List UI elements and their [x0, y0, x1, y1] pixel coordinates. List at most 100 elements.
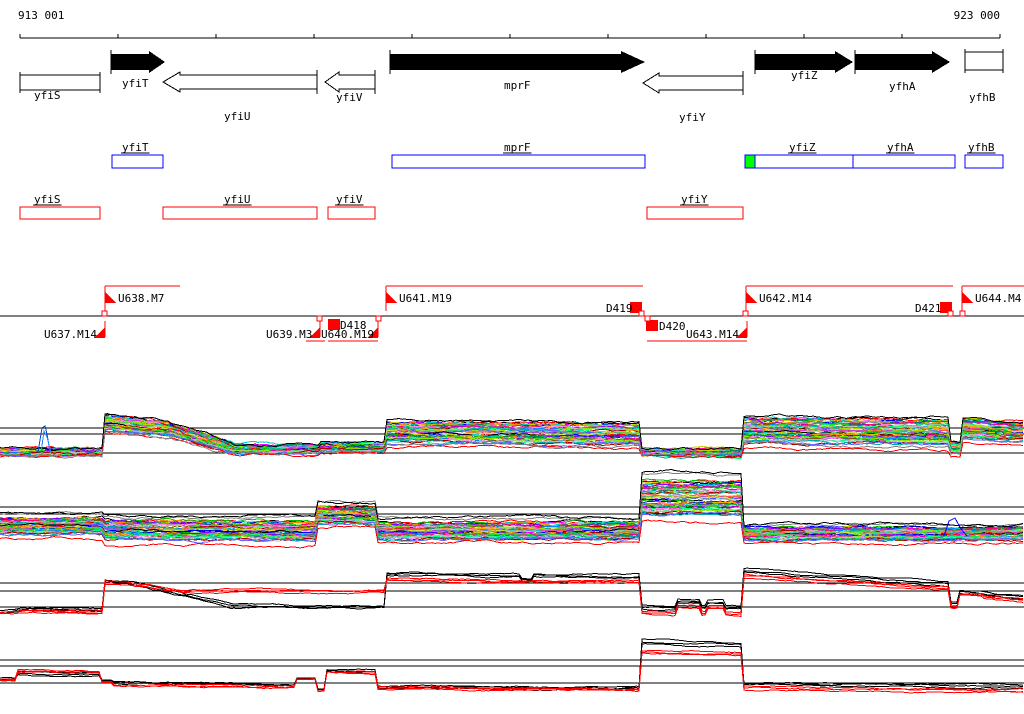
red-box-label-yfiS: yfiS	[34, 193, 61, 206]
gene-yfiS-label: yfiS	[34, 89, 61, 102]
trace	[0, 430, 1024, 458]
blue-box-label-yfiZ: yfiZ	[789, 141, 816, 154]
trace	[0, 573, 1024, 614]
segment-label-U638.M7[interactable]: U638.M7	[118, 292, 164, 305]
blue-box-yfiZ[interactable]	[754, 154, 854, 169]
spike-trace	[40, 429, 52, 454]
gene-mprF-label: mprF	[504, 79, 531, 92]
trace	[0, 577, 1024, 617]
trace	[0, 567, 1024, 612]
segment-node-square	[959, 310, 966, 317]
blue-box-label-yfhA: yfhA	[887, 141, 914, 154]
gene-yfiU-label: yfiU	[224, 110, 251, 123]
segment-flag-U644.M4[interactable]	[962, 292, 973, 303]
break-marker-label-D420[interactable]: D420	[659, 320, 686, 333]
gene-yfiV-label: yfiV	[336, 91, 363, 104]
outlier-trace	[0, 519, 1024, 549]
trace	[0, 422, 1024, 457]
blue-box-label-yfiT: yfiT	[122, 141, 149, 154]
segment-node-square	[742, 310, 749, 317]
segment-label-U644.M4[interactable]: U644.M4	[975, 292, 1022, 305]
outlier-trace	[0, 413, 1024, 451]
outlier-trace	[0, 431, 1024, 459]
segment-label-U639.M3[interactable]: U639.M3	[266, 328, 312, 341]
red-box-label-yfiU: yfiU	[224, 193, 251, 206]
red-box-yfiS[interactable]	[19, 206, 101, 220]
gene-yfiT-head[interactable]	[149, 51, 165, 73]
segment-flag-U643.M14[interactable]	[736, 327, 747, 338]
red-box-label-yfiY: yfiY	[681, 193, 708, 206]
segment-label-U641.M19[interactable]: U641.M19	[399, 292, 452, 305]
trace	[0, 570, 1024, 614]
segment-flag-U640.M19[interactable]	[367, 327, 378, 338]
segment-label-U640.M19[interactable]: U640.M19	[321, 328, 374, 341]
gene-yfiU[interactable]	[162, 71, 318, 93]
gene-yfhB-label: yfhB	[969, 91, 996, 104]
gene-yfhA[interactable]	[855, 54, 932, 70]
trace	[0, 571, 1024, 614]
break-marker-D421[interactable]	[940, 302, 952, 313]
gene-mprF[interactable]	[390, 54, 621, 70]
trace	[0, 638, 1024, 690]
gene-yfiZ-label: yfiZ	[791, 69, 818, 82]
blue-box-yfiT[interactable]	[111, 154, 164, 169]
break-marker-D419[interactable]	[630, 302, 642, 313]
red-box-label-yfiV: yfiV	[336, 193, 363, 206]
blue-box-label-mprF: mprF	[504, 141, 531, 154]
gene-yfiY-label: yfiY	[679, 111, 706, 124]
blue-box-label-yfhB: yfhB	[968, 141, 995, 154]
spike-trace	[943, 517, 968, 537]
trace	[0, 652, 1024, 694]
segment-node-square	[101, 310, 108, 317]
break-marker-D418[interactable]	[328, 319, 340, 330]
segment-flag-U639.M3[interactable]	[309, 327, 320, 338]
trace	[0, 420, 1024, 454]
break-marker-label-D419[interactable]: D419	[606, 302, 633, 315]
trace	[0, 427, 1024, 457]
segment-node-square	[316, 315, 323, 322]
segment-label-U643.M14[interactable]: U643.M14	[686, 328, 739, 341]
gene-yfhA-head[interactable]	[932, 51, 950, 73]
segment-flag-U638.M7[interactable]	[105, 292, 116, 303]
segment-flag-U642.M14[interactable]	[746, 292, 757, 303]
blue-box-mprF[interactable]	[391, 154, 646, 169]
trace	[0, 511, 1024, 544]
trace	[0, 485, 1024, 535]
segment-node-square	[947, 310, 954, 317]
red-box-yfiU[interactable]	[162, 206, 318, 220]
gene-yfhB[interactable]	[964, 51, 1004, 71]
gene-yfiT[interactable]	[111, 54, 149, 70]
gene-yfiY[interactable]	[642, 72, 744, 94]
blue-box-yfhA[interactable]	[852, 154, 956, 169]
trace	[0, 649, 1024, 692]
red-box-yfiV[interactable]	[327, 206, 376, 220]
gene-mprF-head[interactable]	[621, 51, 645, 73]
segment-node-square	[644, 315, 651, 322]
red-box-yfiY[interactable]	[646, 206, 744, 220]
segment-flag-U637.M14[interactable]	[94, 327, 105, 338]
outlier-trace	[0, 471, 1024, 527]
blue-box-yfhB[interactable]	[964, 154, 1004, 169]
outlier-trace	[0, 469, 1024, 528]
gene-yfiZ-head[interactable]	[835, 51, 853, 73]
gene-yfhA-label: yfhA	[889, 80, 916, 93]
outlier-trace	[0, 430, 1024, 459]
segment-flag-U641.M19[interactable]	[386, 292, 397, 303]
segment-node-square	[375, 315, 382, 322]
green-marker-box[interactable]	[744, 154, 756, 169]
break-marker-D420[interactable]	[646, 320, 658, 331]
gene-yfiT-label: yfiT	[122, 77, 149, 90]
gene-yfiV[interactable]	[324, 71, 376, 93]
break-marker-label-D421[interactable]: D421	[915, 302, 942, 315]
gene-yfiZ[interactable]	[755, 54, 835, 70]
segment-label-U642.M14[interactable]: U642.M14	[759, 292, 812, 305]
break-marker-label-D418[interactable]: D418	[340, 319, 367, 332]
segment-node-square	[638, 310, 645, 317]
trace	[0, 495, 1024, 538]
segment-label-U637.M14[interactable]: U637.M14	[44, 328, 97, 341]
trace	[0, 641, 1024, 690]
gene-yfiS[interactable]	[19, 74, 101, 91]
ruler-end-label: 923 000	[953, 9, 1000, 22]
